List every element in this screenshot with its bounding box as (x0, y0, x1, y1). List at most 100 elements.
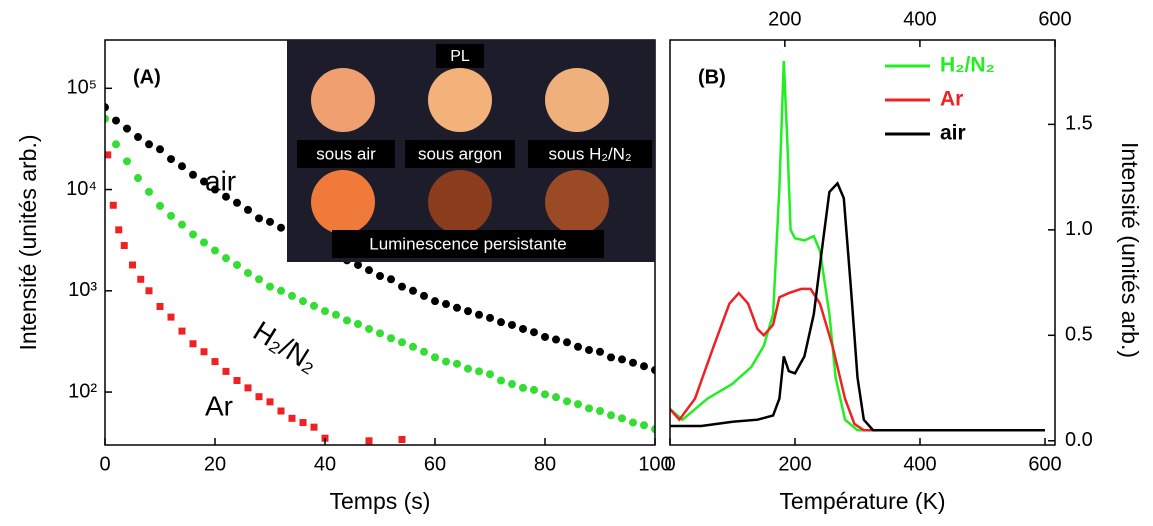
data-point (145, 287, 153, 295)
data-point (277, 223, 285, 232)
data-point (387, 334, 395, 343)
data-point (464, 307, 472, 316)
x-tick-label: 100 (638, 453, 671, 475)
data-point (420, 291, 428, 300)
data-point (288, 414, 296, 422)
data-point (376, 272, 384, 281)
data-point (222, 254, 230, 263)
x-tick-label: 20 (204, 453, 226, 475)
legend-label: Ar (940, 88, 963, 111)
data-point (222, 367, 230, 375)
data-point (365, 437, 373, 445)
series-line (670, 61, 1045, 432)
x-tick-label: 600 (1028, 453, 1061, 475)
inset-label: sous H₂/N₂ (548, 144, 631, 163)
sample (545, 170, 609, 234)
y-axis-label: Intensité (unités arb.) (15, 134, 41, 350)
y-tick-label: 10⁵ (66, 77, 97, 99)
data-point (574, 342, 582, 351)
data-point (398, 435, 406, 443)
data-point (442, 300, 450, 309)
label-box (528, 140, 652, 168)
data-point (105, 151, 112, 159)
data-point (178, 327, 186, 335)
y-tick-label: 0.5 (1065, 324, 1093, 346)
sample (545, 68, 609, 132)
panel-label: (A) (133, 66, 161, 88)
data-point (475, 367, 483, 376)
x-tick-label: 200 (778, 453, 811, 475)
data-point (442, 357, 450, 366)
label-box (332, 230, 604, 258)
sample (428, 170, 492, 234)
inset-caption: Luminescence persistante (369, 234, 567, 253)
data-point (607, 353, 615, 362)
series-line (670, 181, 1045, 432)
data-point (618, 414, 626, 423)
data-point (137, 275, 145, 283)
y-tick-label: 10² (68, 380, 97, 402)
data-point (640, 421, 648, 430)
data-point (519, 324, 527, 333)
data-point (310, 423, 318, 431)
data-point (134, 133, 142, 142)
panel-label: (B) (698, 66, 726, 88)
data-point (244, 205, 252, 214)
data-point (211, 358, 219, 366)
sample (311, 170, 375, 234)
data-point (156, 201, 164, 210)
data-point (596, 347, 604, 356)
data-point (651, 366, 655, 375)
data-point (453, 303, 461, 312)
plot-frame (669, 39, 1056, 446)
data-point (178, 162, 186, 171)
data-point (387, 275, 395, 284)
data-point (431, 353, 439, 362)
data-point (376, 329, 384, 338)
y-tick-label: 1.0 (1065, 218, 1093, 240)
inset-title: PL (450, 48, 470, 65)
data-point (629, 418, 637, 427)
legend-label: H₂/N₂ (940, 54, 995, 77)
data-point (156, 145, 164, 154)
data-point (266, 398, 274, 406)
sample (428, 68, 492, 132)
data-point (105, 103, 109, 112)
data-point (266, 217, 274, 226)
data-point (486, 370, 494, 379)
y-tick-label: 10⁴ (66, 178, 97, 200)
data-point (618, 355, 626, 364)
data-point (115, 226, 123, 234)
data-point (552, 393, 560, 402)
data-point (123, 157, 131, 166)
data-point (288, 291, 296, 300)
data-point (409, 342, 417, 351)
data-point (112, 140, 120, 149)
data-point (109, 201, 117, 209)
x-axis-label: Température (K) (779, 488, 945, 514)
data-point (585, 404, 593, 413)
inset-label: sous air (316, 144, 376, 163)
x-tick-label: 80 (534, 453, 556, 475)
data-point (277, 407, 285, 415)
data-point (233, 260, 241, 269)
x2-tick-label: 600 (1038, 8, 1071, 30)
y-tick-label: 0.0 (1065, 429, 1093, 451)
data-point (244, 384, 252, 392)
series-label: air (205, 165, 236, 196)
data-point (167, 313, 175, 321)
data-point (167, 211, 175, 220)
data-point (233, 198, 241, 207)
data-point (277, 286, 285, 295)
data-point (486, 313, 494, 322)
x2-tick-label: 200 (768, 8, 801, 30)
data-point (398, 338, 406, 347)
data-point (365, 324, 373, 333)
data-point (321, 307, 329, 316)
data-point (354, 320, 362, 329)
data-point (420, 347, 428, 356)
data-point (145, 187, 153, 196)
data-point (244, 268, 252, 277)
data-point (310, 301, 318, 310)
